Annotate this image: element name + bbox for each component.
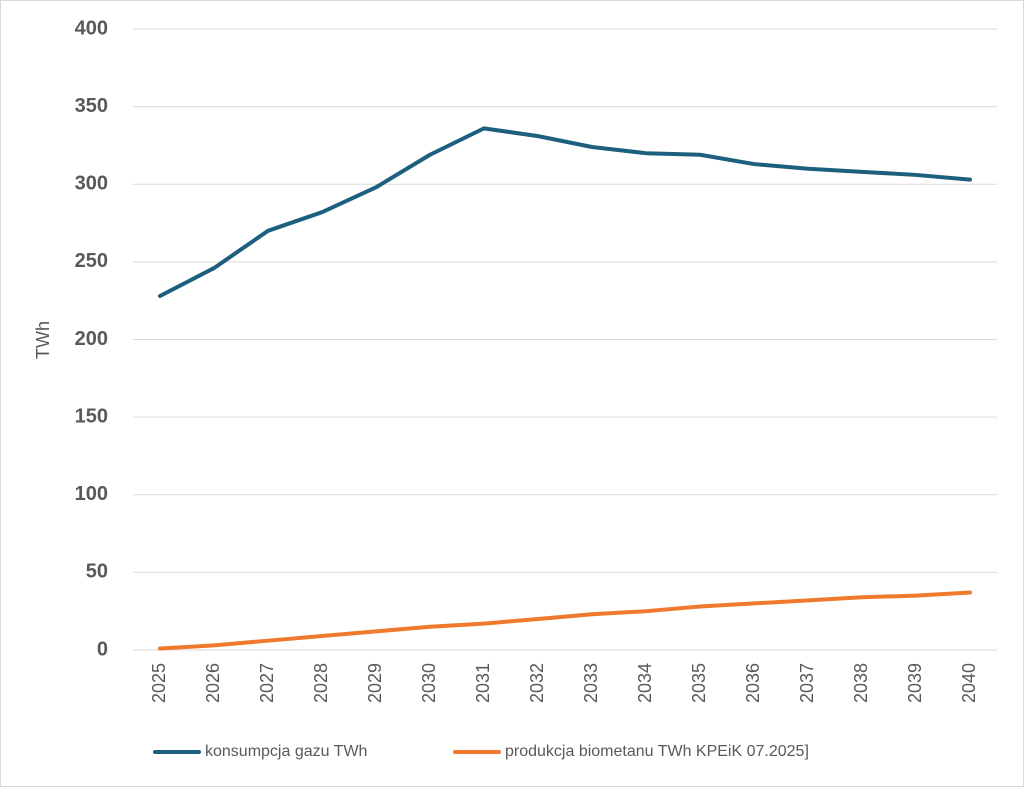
x-tick-label: 2033 <box>581 663 601 703</box>
x-tick-label: 2029 <box>365 663 385 703</box>
line-series <box>158 590 972 651</box>
x-tick-label: 2027 <box>257 663 277 703</box>
x-tick-label: 2025 <box>149 663 169 703</box>
x-tick-label: 2026 <box>203 663 223 703</box>
x-tick-label: 2038 <box>851 663 871 703</box>
x-tick-label: 2036 <box>743 663 763 703</box>
x-tick-label: 2034 <box>635 663 655 703</box>
y-tick-label: 200 <box>75 328 108 350</box>
x-tick-label: 2030 <box>419 663 439 703</box>
x-tick-label: 2035 <box>689 663 709 703</box>
x-tick-label: 2028 <box>311 663 331 703</box>
legend-label: produkcja biometanu TWh KPEiK 07.2025] <box>505 743 809 760</box>
y-axis-label: TWh <box>33 321 53 359</box>
y-tick-label: 0 <box>97 638 108 660</box>
y-tick-label: 250 <box>75 250 108 272</box>
x-tick-label: 2037 <box>797 663 817 703</box>
x-tick-label: 2032 <box>527 663 547 703</box>
x-tick-label: 2040 <box>959 663 979 703</box>
x-tick-label: 2039 <box>905 663 925 703</box>
y-tick-label: 50 <box>86 561 108 583</box>
y-tick-label: 100 <box>75 483 108 505</box>
line-series <box>158 126 972 299</box>
y-tick-label: 350 <box>75 95 108 117</box>
y-tick-label: 400 <box>75 17 108 39</box>
y-tick-label: 300 <box>75 173 108 195</box>
x-tick-label: 2031 <box>473 663 493 703</box>
y-tick-label: 150 <box>75 405 108 427</box>
legend-label: konsumpcja gazu TWh <box>205 743 367 760</box>
